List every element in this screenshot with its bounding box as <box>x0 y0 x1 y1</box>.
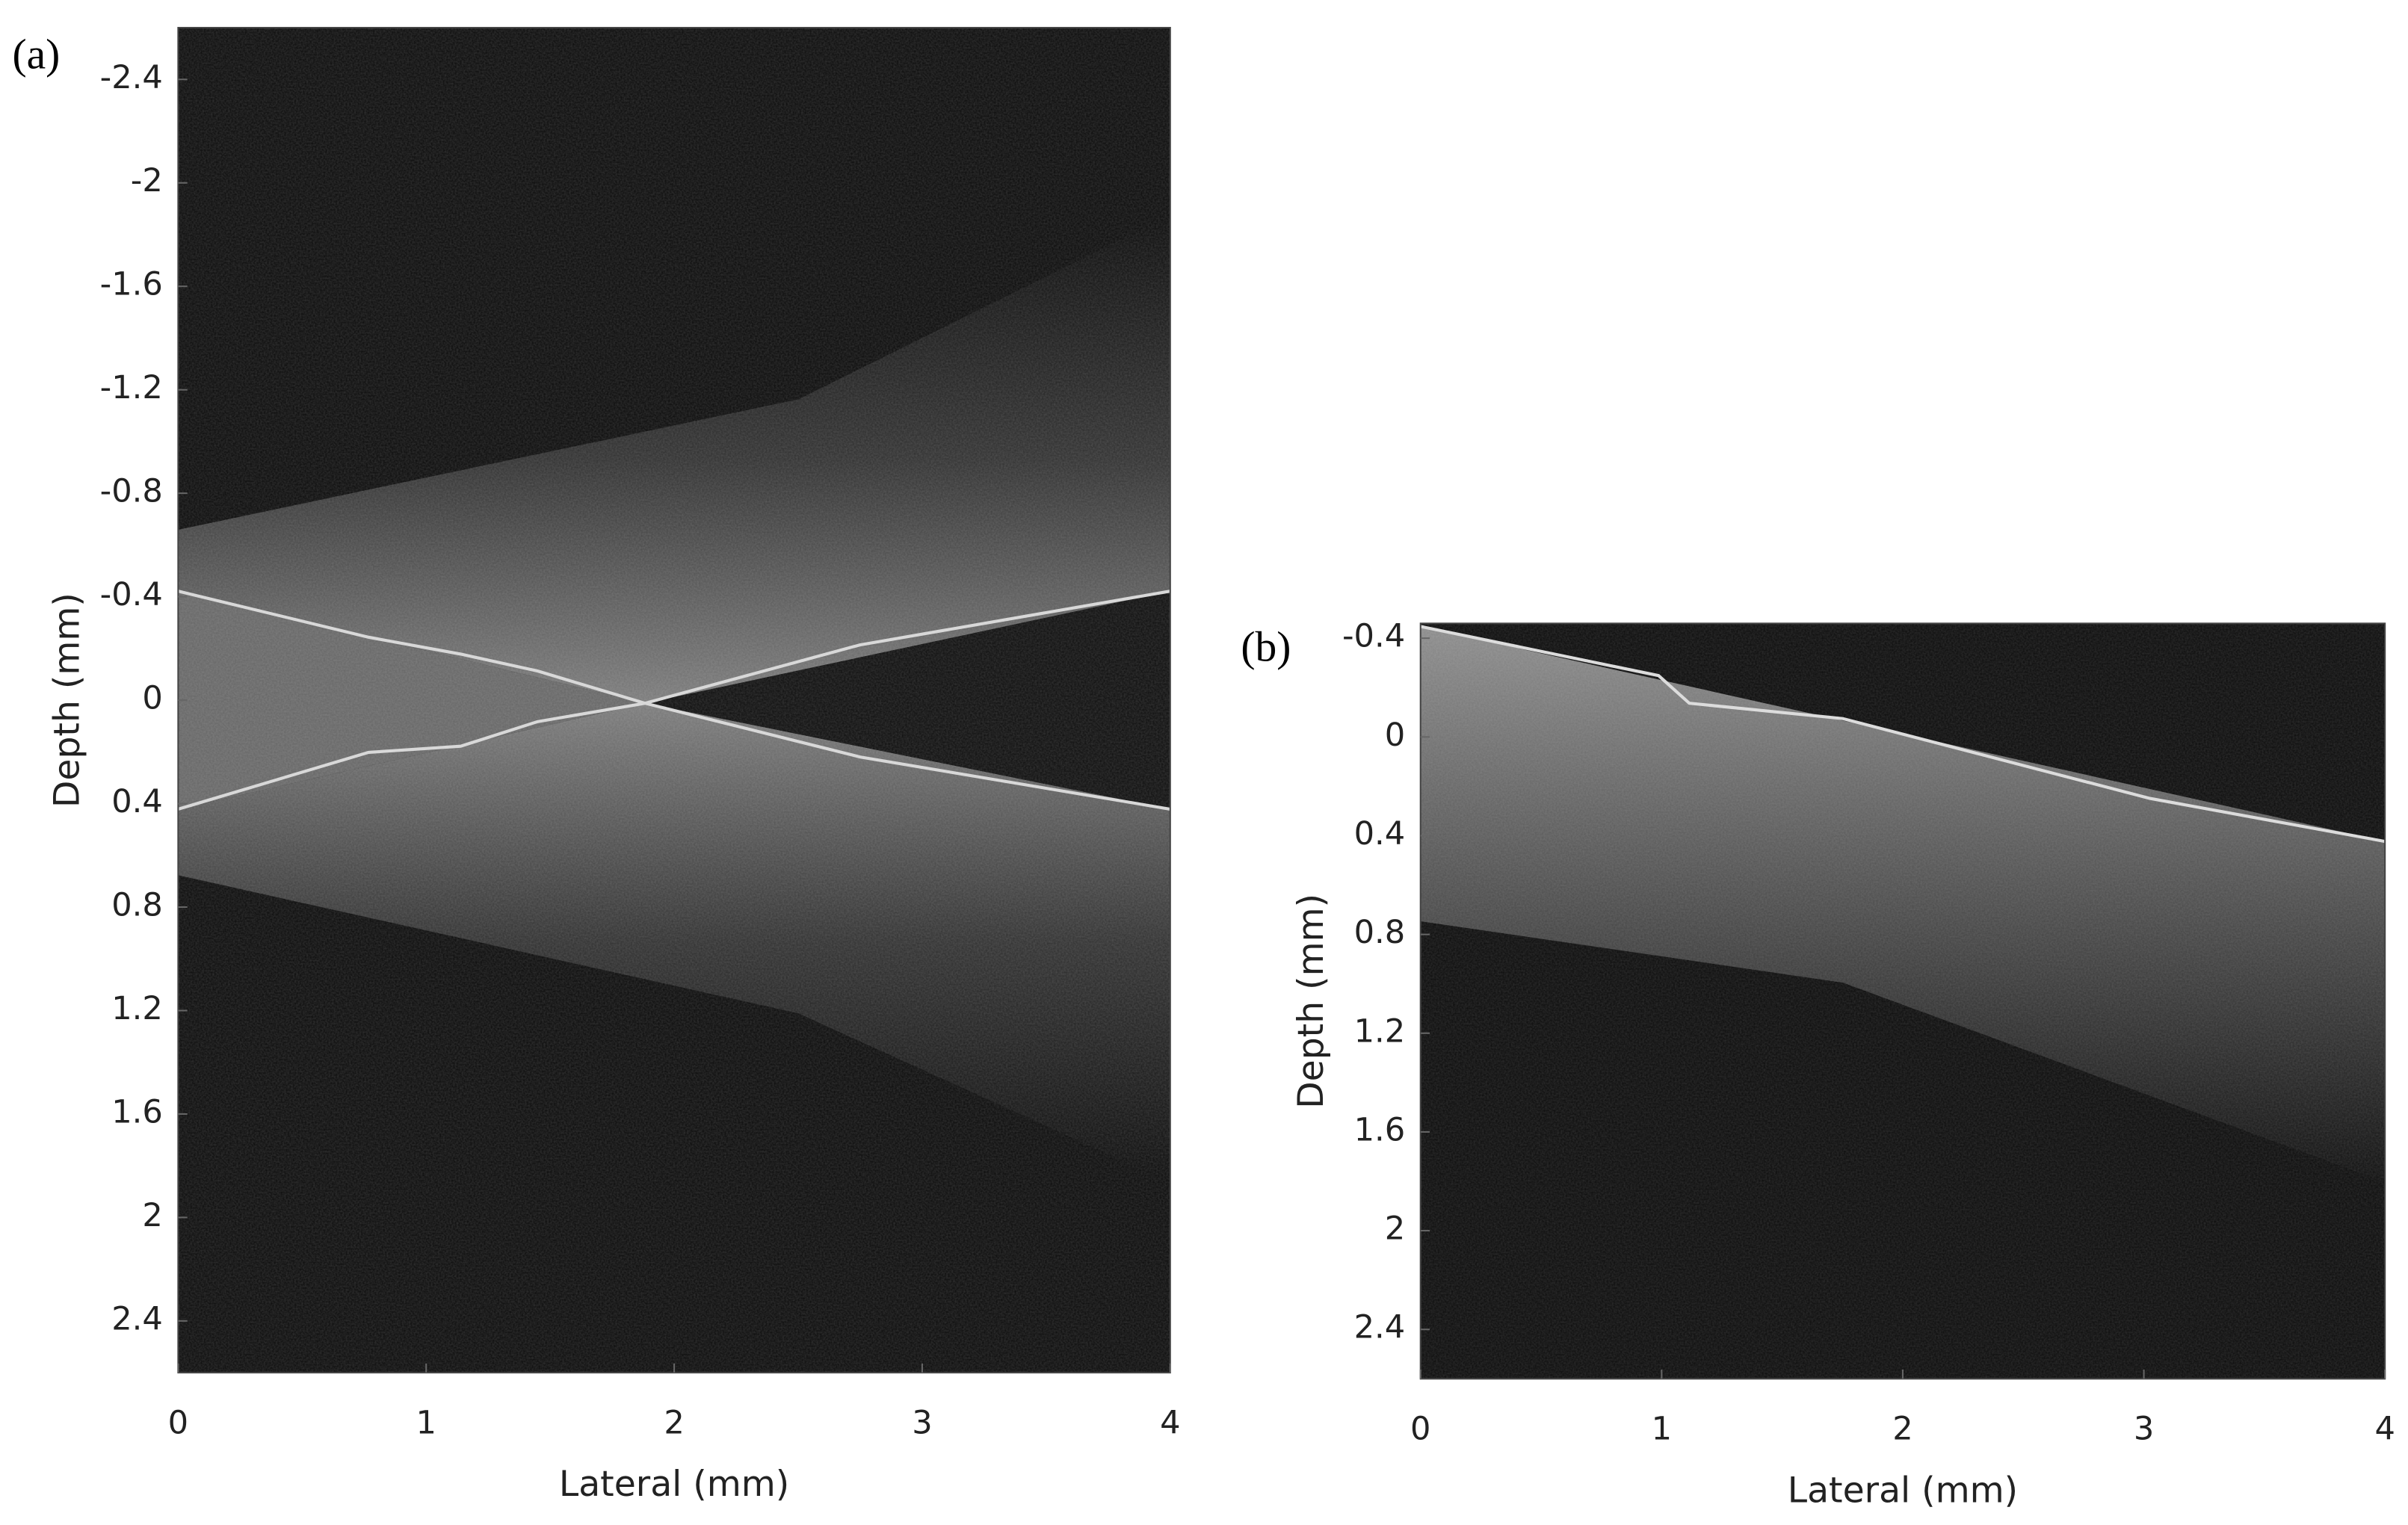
y-tick-label: -0.4 <box>1342 618 1405 655</box>
y-tick-label: 2 <box>142 1197 162 1234</box>
y-tick-label: 1.2 <box>111 990 163 1027</box>
x-tick-label: 1 <box>1652 1411 1672 1448</box>
y-axis-label: Depth (mm) <box>1291 894 1332 1109</box>
y-tick-label: 0.8 <box>1354 914 1406 951</box>
y-tick-label: -2 <box>131 162 163 199</box>
x-tick-label: 2 <box>1892 1411 1912 1448</box>
x-tick-label: 0 <box>168 1404 188 1441</box>
x-tick-label: 3 <box>2134 1411 2154 1448</box>
image-a <box>177 28 1171 1373</box>
x-tick-label: 3 <box>912 1404 932 1441</box>
panel-label: (b) <box>1241 624 1291 671</box>
x-tick-label: 0 <box>1410 1411 1430 1448</box>
y-tick-label: 1.6 <box>1354 1111 1406 1148</box>
y-tick-label: 2.4 <box>1354 1309 1406 1346</box>
x-axis-label: Lateral (mm) <box>559 1464 789 1505</box>
y-tick-label: 0.8 <box>111 887 163 924</box>
y-tick-label: -0.8 <box>100 473 163 510</box>
x-tick-label: 1 <box>416 1404 436 1441</box>
x-axis-label: Lateral (mm) <box>1788 1470 2018 1511</box>
x-tick-label: 4 <box>1160 1404 1180 1441</box>
y-tick-label: 2 <box>1385 1210 1405 1248</box>
y-tick-label: 1.6 <box>111 1093 163 1130</box>
y-tick-label: -0.4 <box>100 576 163 613</box>
y-tick-label: 2.4 <box>111 1300 163 1337</box>
y-tick-label: -2.4 <box>100 59 163 96</box>
y-tick-label: -1.2 <box>100 369 163 406</box>
panel-label: (a) <box>12 31 60 78</box>
y-tick-label: 0.4 <box>1354 815 1406 853</box>
y-tick-label: 0 <box>1385 717 1405 754</box>
y-axis-label: Depth (mm) <box>46 593 87 808</box>
y-tick-label: 1.2 <box>1354 1012 1406 1050</box>
y-tick-label: 0.4 <box>111 783 163 820</box>
y-tick-label: 0 <box>142 680 162 717</box>
x-tick-label: 2 <box>664 1404 684 1441</box>
y-tick-label: -1.6 <box>100 266 163 303</box>
image-b <box>1420 623 2386 1379</box>
x-tick-label: 4 <box>2374 1411 2395 1448</box>
